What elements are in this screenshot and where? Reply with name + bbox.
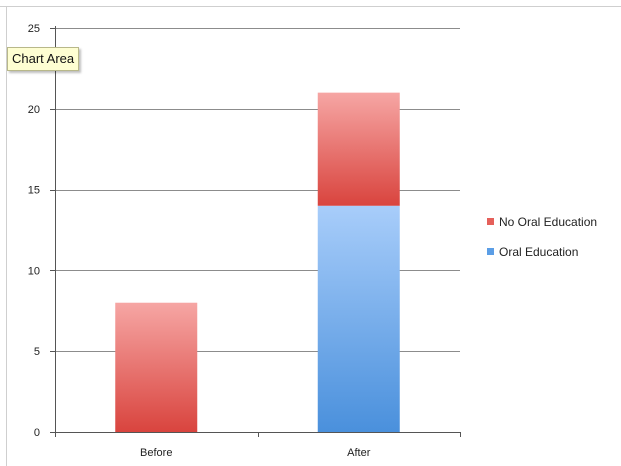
x-tick-label: Before [140,447,172,459]
legend-label: No Oral Education [499,215,597,229]
y-tick-label: 10 [28,265,40,277]
legend-swatch [487,218,494,225]
legend-label: Oral Education [499,245,578,259]
bar-no-oral-education-after [317,92,400,206]
y-tick-label: 20 [28,104,40,116]
bar-no-oral-education-before [115,302,198,432]
x-tick-label: After [347,447,371,459]
y-tick-label: 0 [34,427,40,439]
y-tick-label: 25 [28,23,40,35]
y-tick-label: 15 [28,185,40,197]
bar-oral-education-after [317,205,400,432]
legend-swatch [487,248,494,255]
chart-area-tooltip: Chart Area [7,47,80,71]
y-tick-label: 5 [34,346,40,358]
